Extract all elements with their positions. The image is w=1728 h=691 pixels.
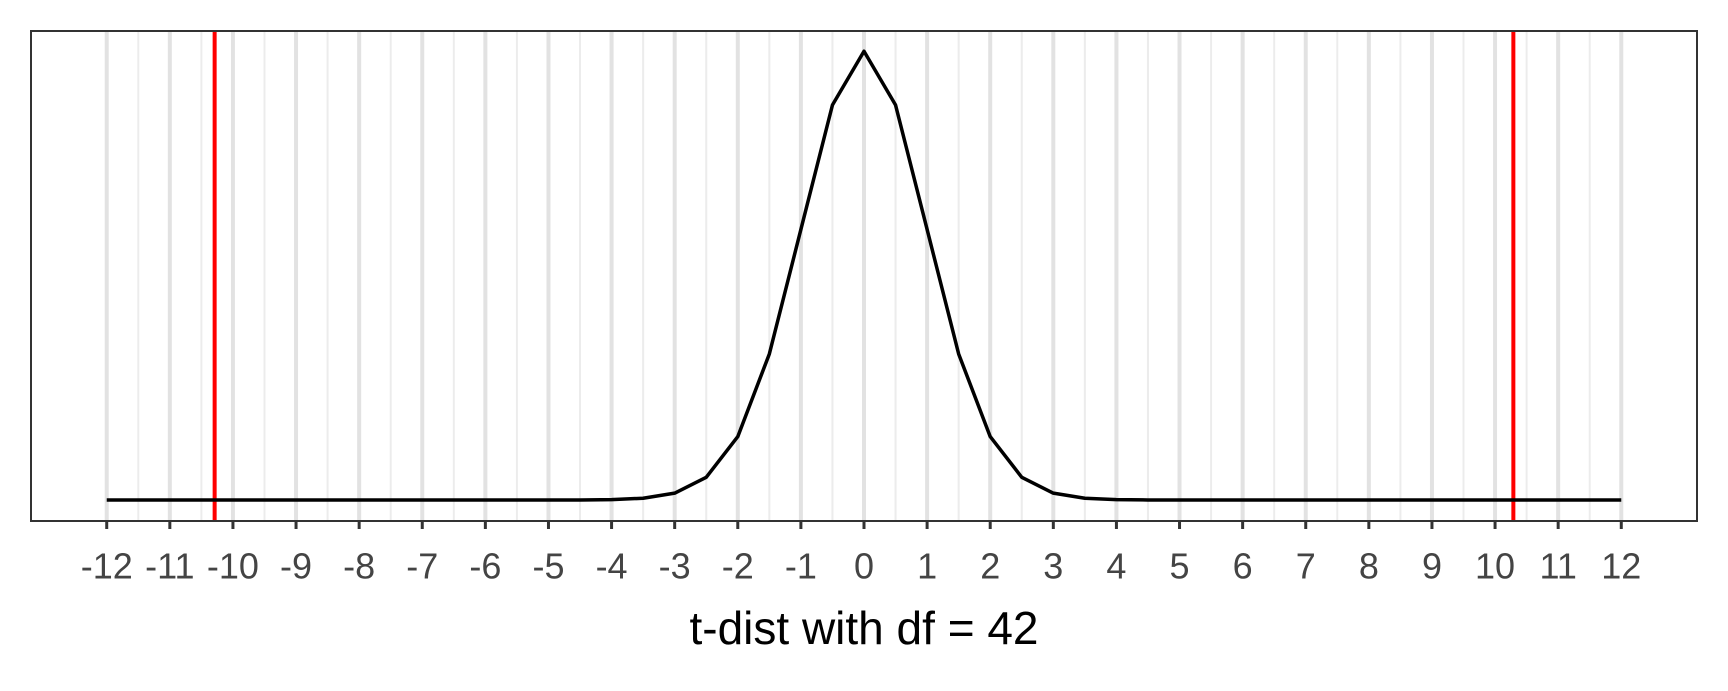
x-tick-label: -2 [722, 546, 754, 587]
x-tick-label: 0 [854, 546, 874, 587]
x-tick-label: -4 [596, 546, 628, 587]
x-tick-label: -6 [469, 546, 501, 587]
x-tick-label: 1 [917, 546, 937, 587]
x-tick-label: 10 [1475, 546, 1515, 587]
x-tick-label: -8 [343, 546, 375, 587]
x-tick-label: -3 [659, 546, 691, 587]
x-tick-label: 2 [980, 546, 1000, 587]
x-tick-label: -12 [81, 546, 133, 587]
x-tick-label: 3 [1043, 546, 1063, 587]
x-tick-label: 7 [1296, 546, 1316, 587]
x-tick-label: 8 [1359, 546, 1379, 587]
x-tick-label: -1 [785, 546, 817, 587]
x-tick-label: -10 [207, 546, 259, 587]
x-tick-label: -11 [145, 546, 194, 587]
x-tick-label: -5 [532, 546, 564, 587]
x-tick-label: 6 [1233, 546, 1253, 587]
x-axis-title: t-dist with df = 42 [690, 602, 1039, 654]
x-tick-label: 9 [1422, 546, 1442, 587]
x-tick-label: 12 [1601, 546, 1641, 587]
plot-border [30, 30, 1698, 522]
x-tick-label: -7 [406, 546, 438, 587]
x-tick-label: 11 [1539, 546, 1576, 587]
x-tick-label: -9 [280, 546, 312, 587]
x-tick-label: 5 [1170, 546, 1190, 587]
density-line [106, 49, 1622, 502]
x-tick-label: 4 [1106, 546, 1126, 587]
